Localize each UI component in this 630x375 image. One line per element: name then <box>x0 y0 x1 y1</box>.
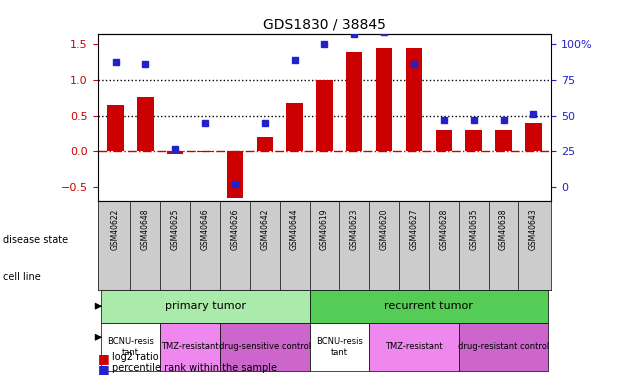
Bar <box>160 323 220 371</box>
Text: BCNU-resis
tant: BCNU-resis tant <box>316 337 363 357</box>
Bar <box>309 290 548 323</box>
Bar <box>256 137 273 152</box>
Text: GSM40625: GSM40625 <box>171 209 180 250</box>
Text: disease state: disease state <box>3 235 68 245</box>
Text: ■: ■ <box>98 363 110 375</box>
Bar <box>459 323 548 371</box>
Text: log2 ratio: log2 ratio <box>112 352 158 362</box>
Bar <box>525 123 542 152</box>
Text: GSM40619: GSM40619 <box>320 209 329 250</box>
Bar <box>406 48 422 152</box>
Text: GSM40648: GSM40648 <box>141 209 150 250</box>
Bar <box>495 130 512 152</box>
Bar <box>369 323 459 371</box>
Text: GSM40623: GSM40623 <box>350 209 359 250</box>
Text: TMZ-resistant: TMZ-resistant <box>385 342 443 351</box>
Text: GSM40635: GSM40635 <box>469 209 478 250</box>
Text: GSM40622: GSM40622 <box>111 209 120 250</box>
Text: drug-resistant control: drug-resistant control <box>458 342 549 351</box>
Bar <box>107 105 123 152</box>
Bar <box>227 152 243 198</box>
Bar <box>466 130 482 152</box>
Text: GSM40644: GSM40644 <box>290 209 299 250</box>
Text: GSM40628: GSM40628 <box>439 209 449 250</box>
Text: drug-sensitive control: drug-sensitive control <box>219 342 311 351</box>
Text: primary tumor: primary tumor <box>164 301 246 311</box>
Bar <box>309 323 369 371</box>
Text: GSM40638: GSM40638 <box>499 209 508 250</box>
Text: GDS1830 / 38845: GDS1830 / 38845 <box>263 18 386 32</box>
Bar <box>346 52 362 152</box>
Text: recurrent tumor: recurrent tumor <box>384 301 473 311</box>
Text: GSM40646: GSM40646 <box>200 209 210 250</box>
Text: cell line: cell line <box>3 273 41 282</box>
Text: BCNU-resis
tant: BCNU-resis tant <box>107 337 154 357</box>
Text: percentile rank within the sample: percentile rank within the sample <box>112 363 277 373</box>
Bar <box>137 97 154 152</box>
Text: ■: ■ <box>98 352 110 365</box>
Text: GSM40642: GSM40642 <box>260 209 269 250</box>
Bar <box>220 323 309 371</box>
Text: GSM40643: GSM40643 <box>529 209 538 250</box>
Bar <box>376 48 392 152</box>
Text: GSM40626: GSM40626 <box>231 209 239 250</box>
Bar <box>316 80 333 152</box>
Text: TMZ-resistant: TMZ-resistant <box>161 342 219 351</box>
Bar <box>167 152 183 154</box>
Bar <box>101 290 309 323</box>
Bar <box>101 323 160 371</box>
Bar <box>435 130 452 152</box>
Text: GSM40620: GSM40620 <box>380 209 389 250</box>
Text: GSM40627: GSM40627 <box>410 209 418 250</box>
Bar <box>287 103 303 152</box>
